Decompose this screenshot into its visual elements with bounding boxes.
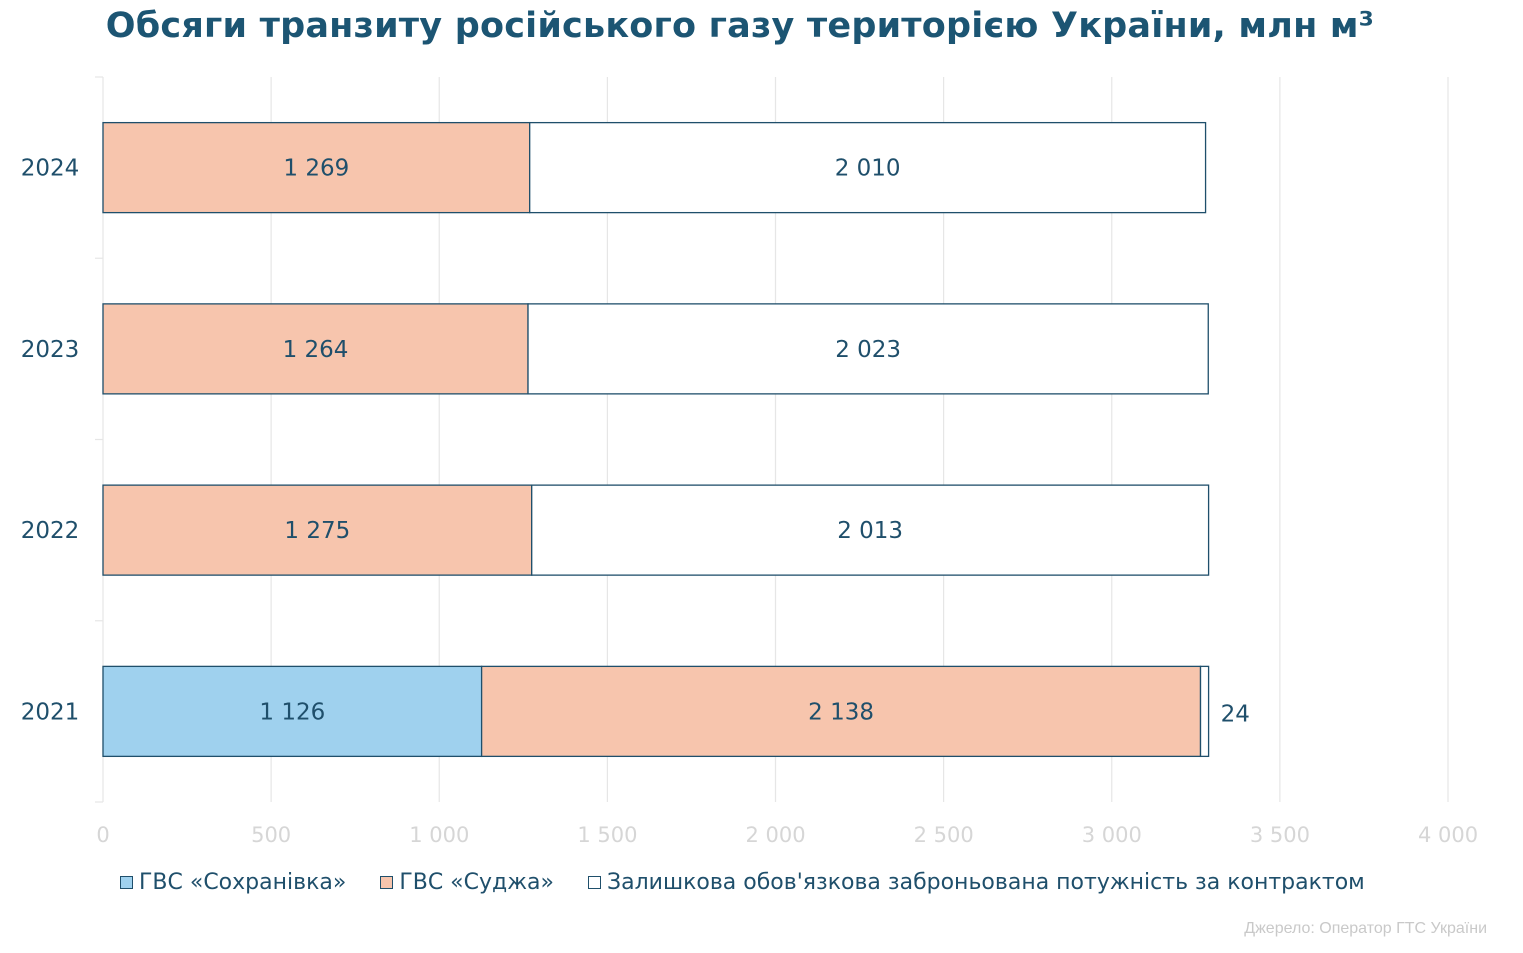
chart-title: Обсяги транзиту російського газу територ… [105, 6, 1375, 46]
legend-swatch-sokhranivka [120, 876, 133, 889]
data-label: 2 023 [835, 337, 901, 363]
bar-segment [529, 121, 1207, 214]
legend-label-reserved: Залишкова обов'язкова заброньована потуж… [607, 870, 1365, 895]
legend-item-sudzha: ГВС «Суджа» [380, 870, 554, 895]
legend-swatch-reserved [588, 876, 601, 889]
data-label: 2 010 [835, 156, 901, 182]
data-label: 2 138 [808, 699, 874, 725]
bar-segment [527, 303, 1209, 395]
legend-swatch-sudzha [380, 876, 394, 889]
bar-segment [102, 665, 483, 758]
bar-segment [102, 121, 531, 214]
data-label: 1 269 [283, 156, 349, 182]
x-tick-label: 1 000 [409, 823, 469, 847]
x-tick-label: 3 500 [1250, 823, 1310, 847]
x-tick-label: 2 500 [914, 823, 974, 847]
legend-item-sokhranivka: ГВС «Сохранівка» [120, 870, 346, 895]
y-category-label: 2023 [21, 337, 80, 363]
data-label: 1 275 [284, 518, 350, 544]
bar-segment [531, 484, 1210, 576]
x-tick-label: 500 [251, 823, 291, 847]
x-tick-label: 3 000 [1082, 823, 1142, 847]
bar-segment [102, 303, 529, 395]
y-category-label: 2022 [21, 518, 80, 544]
data-label: 1 264 [283, 337, 349, 363]
y-category-label: 2021 [21, 699, 80, 725]
x-tick-label: 4 000 [1418, 823, 1478, 847]
x-tick-label: 2 000 [745, 823, 805, 847]
source-note: Джерело: Оператор ГТС України [1244, 920, 1487, 937]
data-label: 1 126 [259, 699, 325, 725]
x-tick-label: 1 500 [577, 823, 637, 847]
legend: ГВС «Сохранівка» ГВС «Суджа» Залишкова о… [120, 870, 1399, 895]
data-label: 2 013 [837, 518, 903, 544]
legend-item-reserved: Залишкова обов'язкова заброньована потуж… [588, 870, 1365, 895]
y-category-label: 2024 [21, 156, 80, 182]
legend-label-sokhranivka: ГВС «Сохранівка» [139, 870, 347, 895]
x-tick-label: 0 [96, 823, 109, 847]
bar-chart: 0 500 1 000 1 500 2 000 2 500 3 000 3 500 4 000 2… [21, 76, 1478, 847]
bar-segment [1199, 665, 1210, 758]
data-label: 24 [1221, 701, 1250, 727]
legend-label-sudzha: ГВС «Суджа» [399, 870, 554, 895]
bar-segment [480, 665, 1202, 758]
